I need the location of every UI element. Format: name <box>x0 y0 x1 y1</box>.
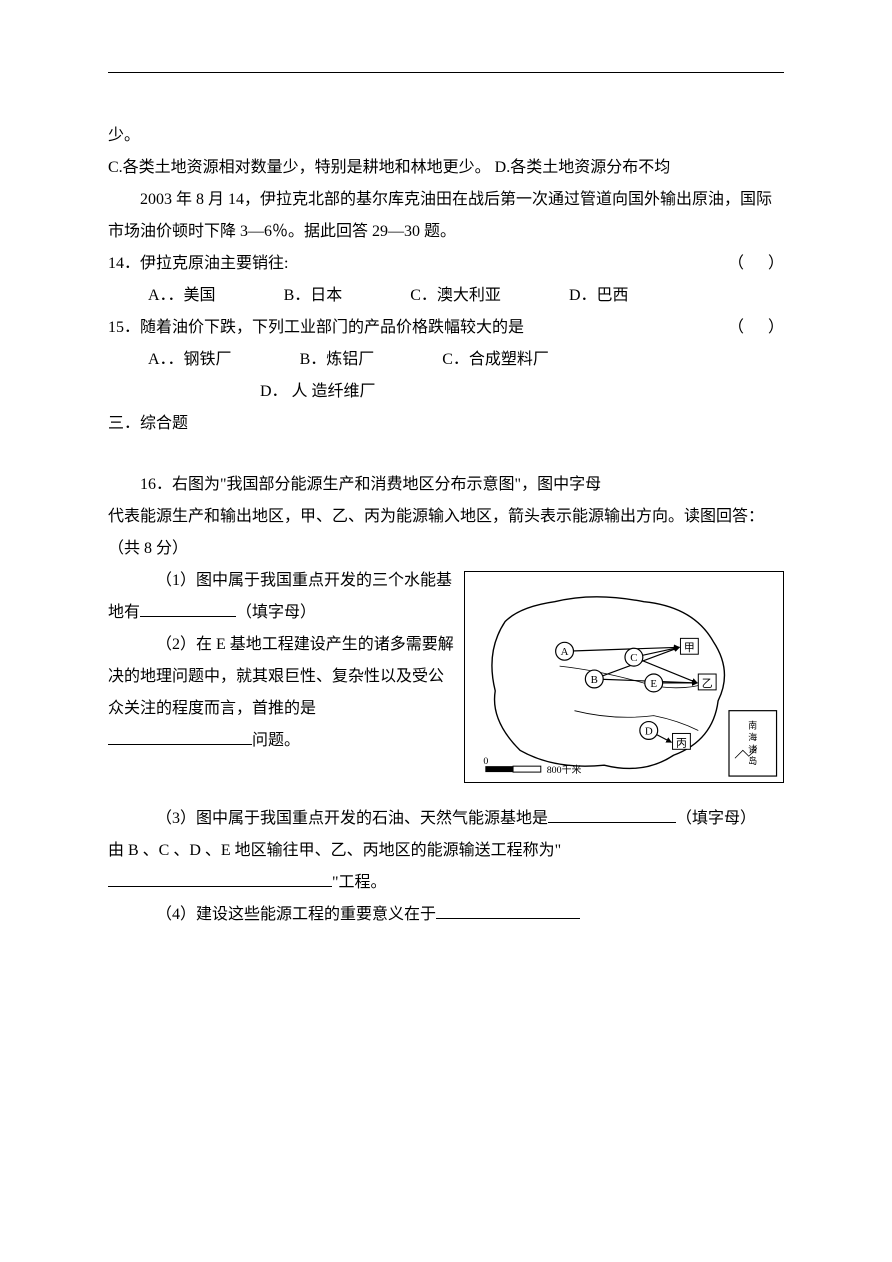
fragment-line-1: 少。 <box>108 120 784 152</box>
page-content: 少。 C.各类土地资源相对数量少，特别是耕地和林地更少。 D.各类土地资源分布不… <box>108 70 784 931</box>
q16-p3-b: （填字母） <box>676 810 756 827</box>
q14-opt-b: B．日本 <box>284 280 343 312</box>
q16-p2-a: （2）在 E 基地工程建设产生的诸多需要解决的地理问题中，就其艰巨性、复杂性以及… <box>108 636 454 717</box>
china-energy-map: A B C D E 甲乙丙 南 海 诸 岛 0 800千米 <box>464 571 784 783</box>
q16-intro-1: 16．右图为"我国部分能源生产和消费地区分布示意图"，图中字母 <box>108 469 784 501</box>
q15-opt-d: D． 人 造纤维厂 <box>260 376 376 408</box>
q16-body: A B C D E 甲乙丙 南 海 诸 岛 0 800千米 <box>108 565 784 931</box>
q14-opt-d: D．巴西 <box>569 287 629 304</box>
map-targets: 甲乙丙 <box>673 638 717 749</box>
q14-paren: （ ） <box>728 248 784 280</box>
node-E: E <box>645 674 663 692</box>
map-inset: 南 海 诸 岛 <box>729 710 777 775</box>
river-1 <box>560 666 709 688</box>
q14-options: A．．美国 B．日本 C．澳大利亚 D．巴西 <box>108 280 784 312</box>
svg-text:丙: 丙 <box>676 737 687 749</box>
target-bing: 丙 <box>673 733 691 749</box>
q14-stem: 14．伊拉克原油主要销往: <box>108 248 728 280</box>
q16-intro-2: 代表能源生产和输出地区，甲、乙、丙为能源输入地区，箭头表示能源输出方向。读图回答… <box>108 501 784 565</box>
q16-p1-b: （填字母） <box>236 604 316 621</box>
node-A: A <box>556 642 574 660</box>
blank-1[interactable] <box>140 616 236 617</box>
q14-opt-a: A．．美国 <box>148 280 216 312</box>
map-nodes: A B C D E <box>556 642 663 739</box>
blank-2[interactable] <box>108 744 252 745</box>
q16-p3-d: "工程。 <box>332 874 387 891</box>
q14-opt-c: C．澳大利亚 <box>410 280 501 312</box>
blank-4[interactable] <box>108 886 332 887</box>
q16-p2-b: 问题。 <box>252 732 300 749</box>
node-B: B <box>585 670 603 688</box>
svg-text:D: D <box>645 725 653 737</box>
scale-bar: 0 800千米 <box>483 756 581 776</box>
q16-p3-line1: （3）图中属于我国重点开发的石油、天然气能源基地是 （填字母） <box>108 803 784 835</box>
blank-5[interactable] <box>436 918 580 919</box>
svg-text:E: E <box>650 678 657 690</box>
blank-3[interactable] <box>548 822 676 823</box>
q16-p3-c: 由 B 、C 、D 、E 地区输往甲、乙、丙地区的能源输送工程称为" <box>108 842 561 859</box>
inset-label-4: 岛 <box>748 755 757 766</box>
scale-zero: 0 <box>483 756 488 767</box>
q15-opt-c: C．合成塑料厂 <box>442 344 549 376</box>
svg-text:乙: 乙 <box>702 677 713 690</box>
q16-p3-a: （3）图中属于我国重点开发的石油、天然气能源基地是 <box>156 810 548 827</box>
scale-label: 800千米 <box>547 763 582 776</box>
node-D: D <box>640 721 658 739</box>
q15-opt-b: B．炼铝厂 <box>300 344 375 376</box>
map-figure: A B C D E 甲乙丙 南 海 诸 岛 0 800千米 <box>464 571 784 795</box>
q16-p4: （4）建设这些能源工程的重要意义在于 <box>108 899 784 931</box>
river-2 <box>574 710 698 730</box>
gap <box>108 440 784 469</box>
svg-text:A: A <box>561 646 569 658</box>
q15-options: A．．钢铁厂 B．炼铝厂 C．合成塑料厂 D． 人 造纤维厂 <box>108 344 784 408</box>
q15-opt-a: A．．钢铁厂 <box>148 344 232 376</box>
node-C: C <box>625 648 643 666</box>
edge-5 <box>634 657 697 683</box>
section-3-title: 三．综合题 <box>108 408 784 440</box>
svg-text:甲: 甲 <box>684 642 695 654</box>
q15-paren: （ ） <box>728 312 784 344</box>
target-jia: 甲 <box>680 638 698 654</box>
q16-p4-a: （4）建设这些能源工程的重要意义在于 <box>156 906 436 923</box>
svg-text:B: B <box>591 674 598 686</box>
passage-text: 2003 年 8 月 14，伊拉克北部的基尔库克油田在战后第一次通过管道向国外输… <box>108 184 784 248</box>
fragment-line-2: C.各类土地资源相对数量少，特别是耕地和林地更少。 D.各类土地资源分布不均 <box>108 152 784 184</box>
target-yi: 乙 <box>698 674 716 690</box>
svg-text:C: C <box>630 652 637 664</box>
q16-p3-line2: 由 B 、C 、D 、E 地区输往甲、乙、丙地区的能源输送工程称为" "工程。 <box>108 835 784 899</box>
q15-stem: 15．随着油价下跌，下列工业部门的产品价格跌幅较大的是 <box>108 312 728 344</box>
inset-label-2: 海 <box>748 731 757 742</box>
page-top-rule <box>108 72 784 73</box>
q14-stem-row: 14．伊拉克原油主要销往: （ ） <box>108 248 784 280</box>
q15-stem-row: 15．随着油价下跌，下列工业部门的产品价格跌幅较大的是 （ ） <box>108 312 784 344</box>
inset-label-1: 南 <box>748 719 757 730</box>
